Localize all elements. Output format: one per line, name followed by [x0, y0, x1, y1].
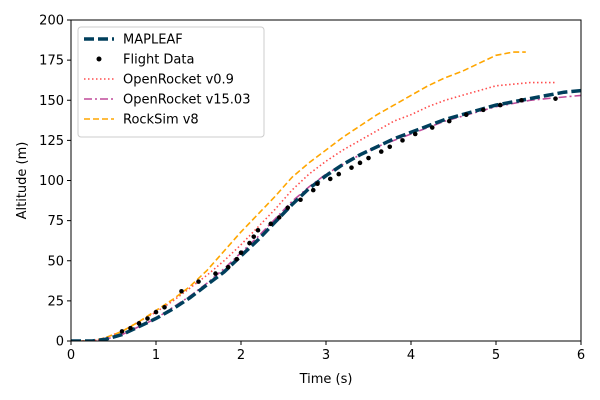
x-tick-label: 1 [152, 348, 160, 363]
flight-data-point [285, 205, 291, 211]
flight-data-point [238, 250, 244, 256]
flight-data-point [153, 309, 159, 315]
flight-data-point [298, 197, 303, 203]
flight-data-point [327, 176, 333, 182]
legend-label-openrocket-v15-03: OpenRocket v15.03 [123, 93, 250, 108]
flight-data-point [497, 102, 503, 108]
series-line-openrocket-v0-9 [71, 81, 556, 341]
flight-data-point [366, 155, 371, 161]
flight-data-point [251, 234, 257, 239]
flight-data-point [336, 171, 342, 177]
x-tick-label: 0 [67, 348, 75, 363]
y-tick-label: 50 [47, 254, 64, 269]
flight-data-point [480, 107, 486, 113]
legend-label-openrocket-v0-9: OpenRocket v0.9 [123, 73, 234, 88]
flight-data-point [268, 221, 274, 227]
x-tick-label: 2 [237, 348, 245, 363]
axes: 0 1 2 3 4 5 6 0 25 50 75 100 125 150 175 200 [39, 14, 585, 364]
flight-data-point [519, 97, 524, 103]
flight-data-point [145, 316, 150, 321]
x-tick-label: 4 [407, 348, 415, 363]
legend-swatch-flight-data [96, 56, 102, 62]
x-tick-label: 6 [577, 348, 585, 363]
series-line-rocksim-v8 [71, 51, 526, 341]
flight-data-point [553, 96, 558, 101]
flight-data-point [225, 264, 231, 270]
flight-data-point [136, 321, 142, 326]
flight-data-point [357, 160, 363, 166]
y-tick-label: 25 [47, 294, 64, 309]
flight-data-point [310, 187, 316, 193]
flight-data-point [412, 131, 418, 137]
flight-data-point [128, 325, 133, 331]
y-tick-label: 100 [39, 174, 64, 189]
y-tick-label: 125 [39, 134, 64, 149]
x-axis-label: Time (s) [299, 372, 353, 387]
y-axis-label: Altitude (m) [15, 142, 30, 220]
flight-data-point [315, 181, 320, 187]
flight-data-point [196, 279, 201, 284]
y-tick-label: 200 [39, 14, 64, 29]
flight-data-point [349, 165, 354, 170]
flight-data-point [119, 329, 125, 334]
flight-data-point [179, 288, 184, 294]
flight-data-point [162, 304, 167, 310]
flight-data-point [276, 215, 282, 220]
legend-box [77, 26, 265, 138]
legend-label-mapleaf: MAPLEAF [123, 33, 183, 48]
x-tick-label: 3 [322, 348, 330, 363]
legend-label-flight-data: Flight Data [123, 53, 194, 68]
flight-data-point [429, 125, 435, 130]
y-tick-label: 175 [39, 54, 64, 69]
flight-data-point [400, 138, 405, 143]
y-tick-label: 0 [56, 335, 64, 350]
flight-data-point [234, 256, 240, 262]
flight-data-point [378, 149, 384, 154]
flight-data-point [387, 144, 393, 150]
legend: MAPLEAF Flight Data OpenRocket v0.9 OpenRoc… [77, 26, 265, 138]
flight-data-point [255, 227, 261, 233]
flight-data-point [446, 118, 452, 124]
flight-data-point [213, 271, 218, 276]
flight-data-point [463, 112, 469, 117]
legend-label-rocksim-v8: RockSim v8 [123, 113, 199, 128]
flight-data-point [247, 240, 252, 246]
y-tick-label: 150 [39, 94, 64, 109]
series-line-mapleaf [71, 88, 581, 341]
x-tick-label: 5 [492, 348, 500, 363]
plot-area [71, 51, 581, 341]
y-tick-label: 75 [47, 214, 64, 229]
